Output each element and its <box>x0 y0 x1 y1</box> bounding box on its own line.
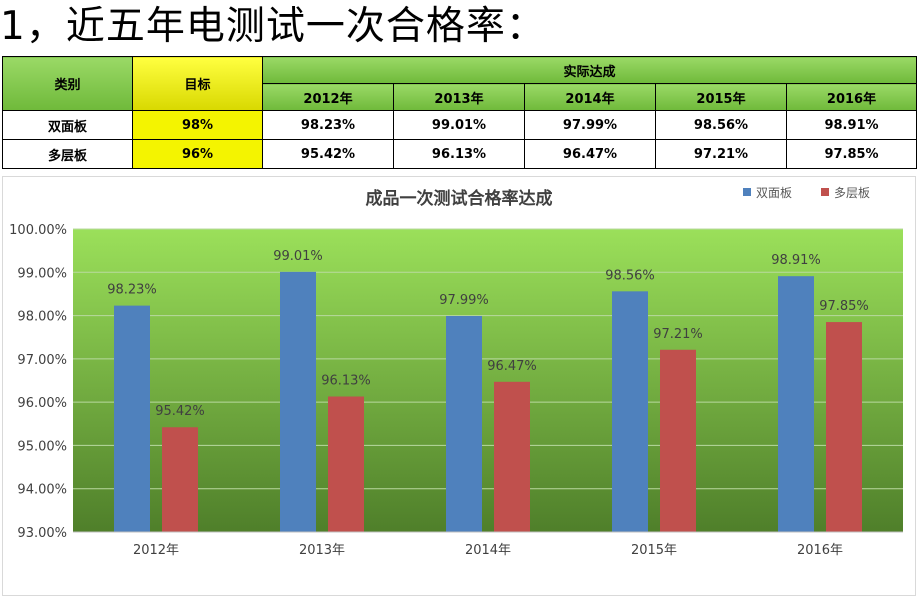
header-actual: 实际达成 <box>261 56 918 84</box>
x-tick-label: 2016年 <box>797 543 843 558</box>
x-tick-label: 2013年 <box>299 543 345 558</box>
header-category: 类别 <box>2 56 133 111</box>
legend-swatch <box>743 188 751 196</box>
y-tick-label: 93.00% <box>17 526 67 541</box>
data-label: 98.91% <box>771 253 821 268</box>
data-label: 95.42% <box>155 404 205 419</box>
chart-legend: 双面板 多层板 <box>743 186 870 200</box>
row-value: 96.13% <box>393 139 525 169</box>
x-tick-label: 2015年 <box>631 543 677 558</box>
data-label: 97.99% <box>439 293 489 308</box>
row-value: 95.42% <box>262 139 394 169</box>
row-target: 96% <box>132 139 263 169</box>
y-tick-label: 98.00% <box>17 310 67 325</box>
legend-label: 多层板 <box>834 186 870 200</box>
header-year: 2015年 <box>655 83 787 111</box>
row-name: 双面板 <box>2 110 133 140</box>
bar-multilayer <box>826 322 862 532</box>
data-label: 96.47% <box>487 359 537 374</box>
row-target: 98% <box>132 110 263 140</box>
header-year: 2013年 <box>393 83 525 111</box>
bar-multilayer <box>660 349 696 532</box>
bar-multilayer <box>494 381 530 532</box>
data-label: 98.56% <box>605 268 655 283</box>
row-value: 98.91% <box>785 110 918 140</box>
legend-swatch <box>821 188 829 196</box>
table-row: 双面板 98% 98.23% 99.01% 97.99% 98.56% 98.9… <box>2 110 918 140</box>
row-value: 97.85% <box>785 139 918 169</box>
chart-title: 成品一次测试合格率达成 <box>366 188 553 209</box>
summary-table: 类别 目标 实际达成 2012年 2013年 2014年 2015年 2016年… <box>2 56 918 169</box>
data-label: 97.21% <box>653 327 703 342</box>
data-label: 96.13% <box>321 374 371 389</box>
header-year: 2016年 <box>785 83 918 111</box>
row-value: 98.56% <box>655 110 787 140</box>
row-value: 97.21% <box>655 139 787 169</box>
header-year: 2012年 <box>262 83 394 111</box>
y-tick-label: 94.00% <box>17 483 67 498</box>
plot-area: 93.00% 94.00% 95.00% 96.00% 97.00% 98.00% 99.0… <box>9 223 903 558</box>
row-value: 98.23% <box>262 110 394 140</box>
header-target: 目标 <box>132 56 263 111</box>
row-value: 96.47% <box>524 139 656 169</box>
header-year: 2014年 <box>524 83 656 111</box>
bar-double-sided <box>778 276 814 532</box>
data-label: 98.23% <box>107 283 157 298</box>
bar-double-sided <box>280 271 316 532</box>
plot-background <box>73 229 903 532</box>
bar-chart: 成品一次测试合格率达成 双面板 多层板 93.00% 94.00% 95.00% 96.… <box>9 186 903 558</box>
row-value: 99.01% <box>393 110 525 140</box>
row-value: 97.99% <box>524 110 656 140</box>
bar-double-sided <box>446 316 482 532</box>
legend-label: 双面板 <box>756 186 792 200</box>
data-label: 97.85% <box>819 299 869 314</box>
data-label: 99.01% <box>273 249 323 264</box>
bar-double-sided <box>612 291 648 532</box>
y-tick-label: 95.00% <box>17 439 67 454</box>
y-tick-label: 97.00% <box>17 353 67 368</box>
bar-multilayer <box>328 396 364 532</box>
x-tick-label: 2014年 <box>465 543 511 558</box>
chart-container: 成品一次测试合格率达成 双面板 多层板 93.00% 94.00% 95.00% 96.… <box>2 176 916 596</box>
bar-multilayer <box>162 427 198 532</box>
bar-double-sided <box>114 305 150 532</box>
page-title: 1，近五年电测试一次合格率： <box>0 4 546 49</box>
y-tick-label: 99.00% <box>17 266 67 281</box>
y-tick-label: 96.00% <box>17 396 67 411</box>
x-tick-label: 2012年 <box>133 543 179 558</box>
table-row: 多层板 96% 95.42% 96.13% 96.47% 97.21% 97.8… <box>2 139 918 169</box>
y-tick-label: 100.00% <box>9 223 67 238</box>
row-name: 多层板 <box>2 139 133 169</box>
